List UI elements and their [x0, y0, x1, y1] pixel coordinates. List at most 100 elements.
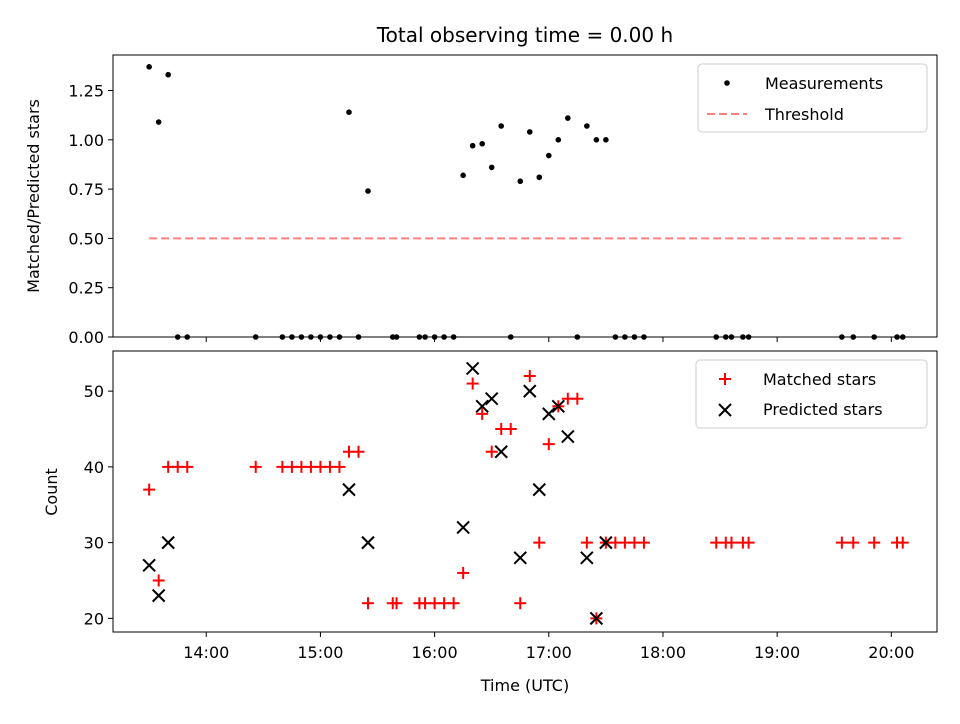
matched-star-point — [362, 597, 375, 610]
matched-star-point — [523, 369, 536, 382]
legend-measurements-label: Measurements — [765, 74, 883, 93]
measurement-point — [536, 174, 543, 181]
bottom-x-ticks: 14:00 15:00 16:00 17:00 18:00 19:00 20:00 — [183, 632, 914, 662]
predicted-star-point — [551, 399, 566, 413]
top-y-ticks: 0.00 0.25 0.50 0.75 1.00 1.25 — [68, 81, 113, 347]
matched-star-point — [390, 597, 403, 610]
measurement-point — [155, 119, 162, 125]
matched-star-point — [181, 460, 194, 473]
matched-star-point — [249, 460, 262, 473]
bottom-ylabel: Count — [42, 468, 61, 516]
matched-star-point — [514, 597, 527, 610]
measurement-point — [146, 64, 152, 70]
chart-title: Total observing time = 0.00 h — [376, 23, 673, 47]
predicted-star-point — [494, 445, 508, 459]
measurement-point — [346, 109, 352, 115]
matched-star-point — [725, 536, 738, 549]
predicted-star-point — [532, 482, 546, 497]
matched-star-point — [476, 407, 489, 420]
measurement-point — [479, 140, 485, 147]
predicted-star-point — [580, 551, 594, 565]
matched-star-point — [868, 536, 881, 549]
measurement-point — [565, 115, 571, 121]
matched-star-point — [580, 536, 593, 549]
bottom-legend: Matched stars Predicted stars — [695, 359, 928, 429]
matched-star-point — [571, 392, 584, 405]
matched-star-point — [742, 536, 755, 549]
predicted-star-point — [475, 399, 489, 413]
bottom-panel: 20 30 40 50 14:00 15:00 16:00 17:00 18:00 19:00 2… — [42, 350, 938, 695]
predicted-star-point — [161, 535, 175, 550]
bottom-y-tick-label: 50 — [84, 382, 104, 401]
predicted-star-point — [361, 535, 375, 550]
matched-star-point — [637, 536, 650, 549]
measurement-point — [593, 136, 600, 143]
x-axis-label: Time (UTC) — [480, 676, 569, 695]
legend-measurements-marker — [724, 80, 730, 86]
predicted-star-point — [589, 611, 604, 626]
measurement-point — [469, 142, 476, 149]
predicted-star-point — [342, 482, 356, 497]
measurement-point — [488, 164, 495, 171]
x-tick-label: 14:00 — [183, 643, 229, 662]
bottom-plot-area — [142, 361, 909, 626]
top-legend-box — [697, 63, 928, 133]
legend-matched-label: Matched stars — [763, 370, 876, 389]
x-tick-label: 18:00 — [640, 643, 686, 662]
top-y-tick-label: 0.00 — [68, 328, 104, 347]
measurement-point — [517, 178, 524, 185]
measurement-point — [545, 152, 552, 159]
legend-threshold-label: Threshold — [764, 105, 844, 124]
measurement-point — [526, 129, 533, 135]
measurement-point — [165, 71, 171, 78]
bottom-axes-frame — [112, 350, 938, 633]
matched-star-point — [542, 438, 555, 451]
matched-star-point — [504, 423, 517, 436]
bottom-y-tick-label: 20 — [84, 609, 104, 628]
predicted-star-point — [561, 429, 575, 444]
predicted-star-point — [456, 520, 470, 535]
top-y-tick-label: 0.75 — [68, 180, 104, 199]
matched-star-point — [333, 460, 346, 473]
matched-star-point — [485, 445, 498, 458]
matched-star-point — [466, 377, 479, 390]
predicted-star-point — [542, 407, 556, 421]
bottom-y-tick-label: 30 — [84, 534, 104, 553]
predicted-star-point — [142, 558, 156, 573]
matched-star-point — [835, 536, 848, 549]
x-tick-label: 16:00 — [412, 643, 458, 662]
matched-star-point — [457, 566, 470, 579]
bottom-y-ticks: 20 30 40 50 — [84, 382, 113, 628]
measurement-point — [555, 136, 562, 143]
measurement-point — [584, 123, 590, 129]
predicted-star-point — [523, 384, 537, 398]
top-y-tick-label: 0.25 — [68, 279, 104, 298]
matched-star-point — [533, 536, 546, 549]
legend-matched-marker — [719, 373, 731, 385]
x-tick-label: 20:00 — [868, 643, 914, 662]
matched-star-point — [847, 536, 860, 549]
top-y-tick-label: 0.50 — [68, 229, 104, 248]
predicted-star-point — [465, 361, 480, 376]
measurement-point — [460, 172, 466, 179]
x-tick-label: 17:00 — [526, 643, 572, 662]
matched-star-point — [447, 597, 460, 610]
top-panel: 0.00 0.25 0.50 0.75 1.00 1.25 Matched/Predict… — [24, 54, 938, 347]
predicted-star-point — [151, 588, 166, 603]
measurement-point — [365, 188, 371, 194]
x-tick-label: 19:00 — [754, 643, 800, 662]
bottom-legend-box — [695, 359, 928, 429]
measurement-point — [498, 123, 505, 129]
measurement-point — [603, 136, 609, 143]
top-y-tick-label: 1.00 — [68, 131, 104, 150]
top-plot-area — [146, 64, 906, 340]
top-legend: Measurements Threshold — [697, 63, 928, 133]
matched-star-point — [352, 445, 365, 458]
matched-star-point — [896, 536, 909, 549]
legend-predicted-label: Predicted stars — [763, 400, 883, 419]
top-axes-frame — [112, 54, 938, 338]
x-tick-label: 15:00 — [297, 643, 343, 662]
predicted-star-point — [484, 392, 499, 406]
matched-star-point — [143, 483, 156, 496]
